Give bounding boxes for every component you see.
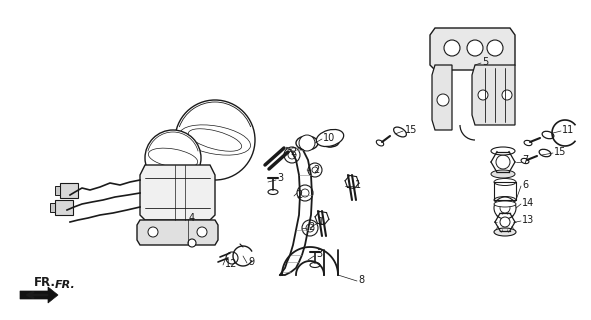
Text: FR.: FR. <box>34 276 56 289</box>
Circle shape <box>301 189 309 197</box>
Ellipse shape <box>268 189 278 195</box>
Circle shape <box>478 90 488 100</box>
Circle shape <box>197 227 207 237</box>
Text: 11: 11 <box>562 125 574 135</box>
Circle shape <box>496 155 510 169</box>
Polygon shape <box>430 28 515 70</box>
Text: 2: 2 <box>296 190 302 200</box>
Polygon shape <box>140 165 215 220</box>
Ellipse shape <box>494 196 516 204</box>
Text: 5: 5 <box>482 57 488 67</box>
Text: 15: 15 <box>405 125 417 135</box>
Polygon shape <box>432 65 452 130</box>
Circle shape <box>145 130 201 186</box>
Circle shape <box>494 197 516 219</box>
Polygon shape <box>60 183 78 198</box>
Text: 1: 1 <box>355 180 361 190</box>
Ellipse shape <box>524 140 532 146</box>
Circle shape <box>437 94 449 106</box>
Circle shape <box>500 203 510 213</box>
Circle shape <box>175 100 255 180</box>
Circle shape <box>500 217 510 227</box>
Text: 2: 2 <box>308 222 314 232</box>
Polygon shape <box>137 220 218 245</box>
Text: 7: 7 <box>522 155 528 165</box>
Text: 14: 14 <box>522 198 534 208</box>
Ellipse shape <box>394 127 407 137</box>
Ellipse shape <box>494 228 516 236</box>
Circle shape <box>226 252 238 264</box>
Ellipse shape <box>296 136 318 150</box>
Circle shape <box>312 167 318 173</box>
Text: 9: 9 <box>248 257 254 267</box>
Ellipse shape <box>494 179 516 186</box>
Ellipse shape <box>542 131 554 139</box>
Text: 6: 6 <box>522 180 528 190</box>
Circle shape <box>297 185 313 201</box>
Circle shape <box>325 137 335 147</box>
Text: 4: 4 <box>189 213 195 223</box>
Circle shape <box>302 220 318 236</box>
Ellipse shape <box>321 137 339 147</box>
Circle shape <box>148 227 158 237</box>
Circle shape <box>299 135 315 151</box>
Polygon shape <box>20 287 58 303</box>
Text: 3: 3 <box>316 249 322 259</box>
Text: 15: 15 <box>554 147 566 157</box>
Ellipse shape <box>494 201 516 207</box>
Text: FR.: FR. <box>55 280 76 290</box>
Text: 3: 3 <box>277 173 283 183</box>
Polygon shape <box>55 200 73 215</box>
Ellipse shape <box>521 158 529 164</box>
Polygon shape <box>50 203 55 212</box>
Circle shape <box>306 224 314 232</box>
Polygon shape <box>472 65 515 125</box>
Ellipse shape <box>491 147 515 155</box>
Circle shape <box>502 90 512 100</box>
Circle shape <box>487 40 503 56</box>
Polygon shape <box>55 186 60 195</box>
Circle shape <box>284 147 300 163</box>
Text: 2: 2 <box>290 147 296 157</box>
Text: 13: 13 <box>522 215 534 225</box>
Text: 10: 10 <box>323 133 335 143</box>
Text: 1: 1 <box>318 217 324 227</box>
Ellipse shape <box>491 170 515 178</box>
Circle shape <box>188 239 196 247</box>
Ellipse shape <box>539 149 551 157</box>
Circle shape <box>467 40 483 56</box>
Text: 8: 8 <box>358 275 364 285</box>
Circle shape <box>308 163 322 177</box>
Circle shape <box>288 151 296 159</box>
Text: 12: 12 <box>225 259 238 269</box>
Ellipse shape <box>310 262 320 268</box>
Ellipse shape <box>376 140 384 146</box>
Ellipse shape <box>316 130 344 147</box>
Circle shape <box>444 40 460 56</box>
Text: 2: 2 <box>313 165 319 175</box>
